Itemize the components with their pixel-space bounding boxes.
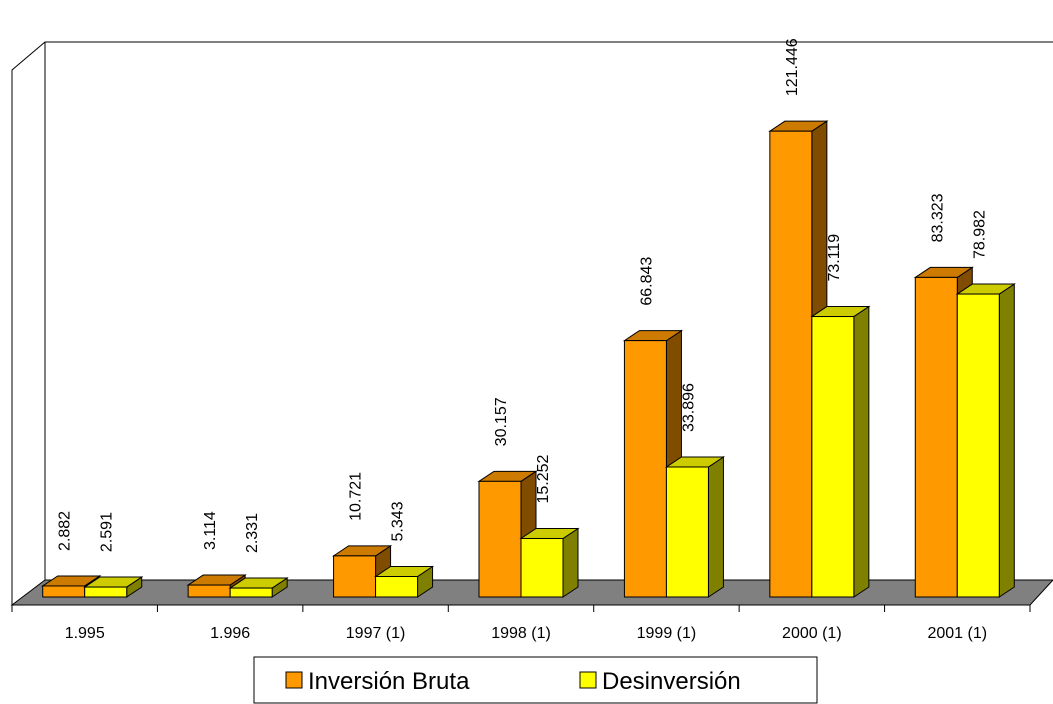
bar (333, 555, 377, 598)
bar-side (853, 305, 870, 598)
x-tick-label: 2000 (1) (782, 625, 842, 642)
back-wall (11, 41, 1053, 605)
value-label: 15.252 (535, 454, 552, 503)
bar (375, 576, 419, 598)
legend-text: Desinversión (602, 668, 741, 695)
bar-side (998, 283, 1015, 598)
x-tick-label: 1998 (1) (491, 625, 551, 642)
bar (914, 276, 958, 598)
value-label: 78.982 (971, 210, 988, 259)
value-label: 5.343 (390, 501, 407, 541)
x-tick-label: 1997 (1) (346, 625, 406, 642)
bar (187, 584, 231, 598)
value-label: 3.114 (202, 511, 219, 550)
value-label: 2.591 (99, 512, 116, 552)
legend-text: Inversión Bruta (308, 668, 470, 695)
x-tick-label: 1.995 (65, 625, 105, 642)
legend (253, 656, 818, 704)
bar (478, 480, 522, 598)
value-label: 10.721 (348, 472, 365, 521)
value-label: 30.157 (493, 397, 510, 446)
value-label: 121.446 (784, 38, 801, 96)
value-label: 66.843 (638, 257, 655, 306)
value-label: 83.323 (929, 193, 946, 242)
bar-side (562, 527, 579, 598)
bar (84, 586, 128, 598)
bar (811, 316, 855, 598)
legend-swatch (285, 671, 303, 689)
legend-swatch (579, 671, 597, 689)
bar (665, 466, 709, 598)
value-label: 2.882 (57, 511, 74, 551)
walls (11, 41, 1053, 605)
value-label: 73.119 (826, 234, 843, 282)
bar (956, 293, 1000, 598)
bar (229, 587, 273, 598)
bar (623, 340, 667, 598)
value-label: 2.331 (244, 513, 261, 553)
bar-side (707, 456, 724, 598)
bar (42, 585, 86, 598)
x-tick-label: 1999 (1) (637, 625, 697, 642)
x-tick-label: 2001 (1) (927, 625, 987, 642)
x-tick-label: 1.996 (210, 625, 250, 642)
bar (769, 130, 813, 598)
value-label: 33.896 (680, 383, 697, 432)
bar (520, 537, 564, 598)
